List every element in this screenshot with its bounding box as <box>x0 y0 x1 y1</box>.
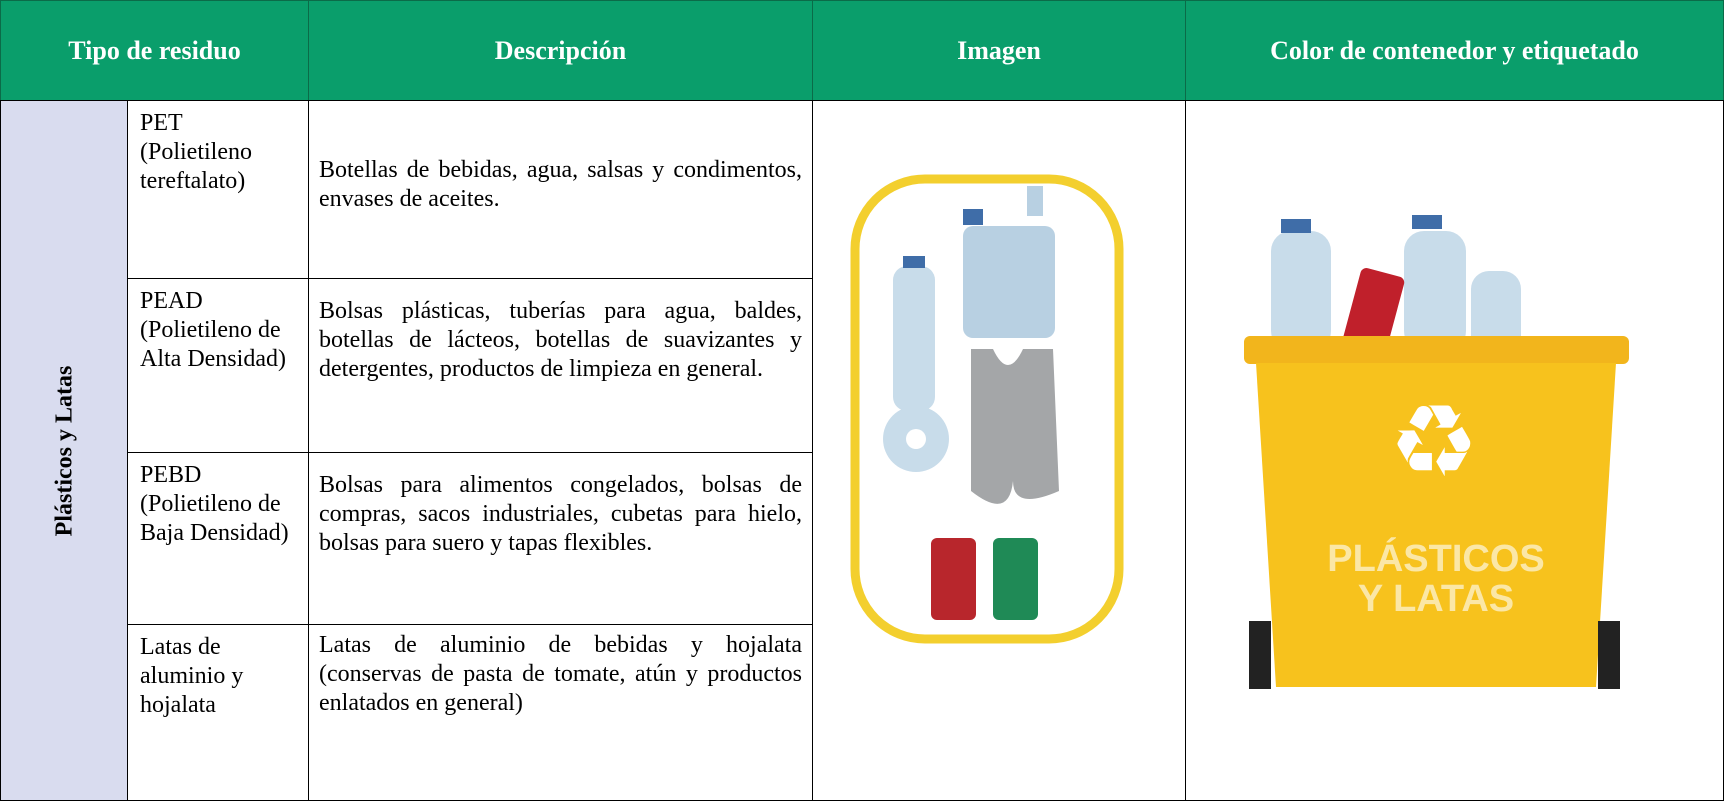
bin-illustration: ♻ PLÁSTICOS Y LATAS <box>1244 215 1629 689</box>
bin-label: PLÁSTICOS <box>1327 536 1544 580</box>
image-cell <box>812 100 1186 801</box>
type-cell: Latas de aluminio y hojalata <box>127 624 309 801</box>
header-cell: Tipo de residuo <box>0 0 309 101</box>
header-cell: Imagen <box>812 0 1186 101</box>
container-cell: ♻ PLÁSTICOS Y LATAS <box>1185 100 1724 801</box>
description-cell: Bolsas plásticas, tuberías para agua, ba… <box>308 278 813 453</box>
header-cell: Descripción <box>308 0 813 101</box>
description-cell: Bolsas para alimentos congelados, bolsas… <box>308 452 813 625</box>
type-cell: PEAD (Polietileno de Alta Densidad) <box>127 278 309 453</box>
bin-label: Y LATAS <box>1358 578 1514 620</box>
type-cell: PEBD (Polietileno de Baja Densidad) <box>127 452 309 625</box>
svg-text:♻: ♻ <box>1389 383 1479 500</box>
group-cell: Plásticos y Latas <box>0 100 128 801</box>
header-cell: Color de contenedor y etiquetado <box>1185 0 1724 101</box>
group-label: Plásticos y Latas <box>51 365 78 537</box>
description-cell: Latas de aluminio de bebidas y hojalata … <box>308 624 813 801</box>
waste-illustration <box>850 174 1124 644</box>
type-cell: PET (Polietileno tereftalato) <box>127 100 309 279</box>
description-cell: Botellas de bebidas, agua, salsas y cond… <box>308 100 813 279</box>
